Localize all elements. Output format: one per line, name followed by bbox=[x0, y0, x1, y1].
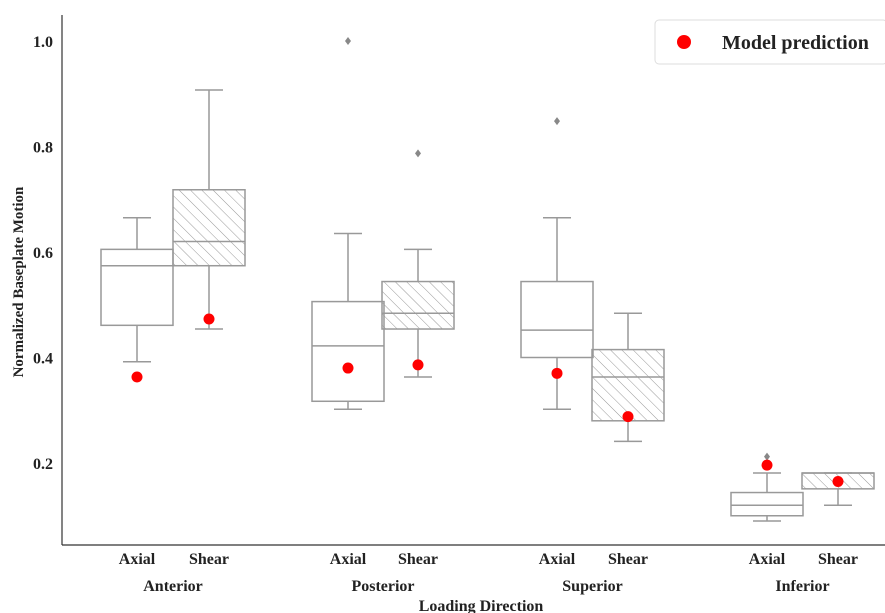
box-inferior-axial bbox=[730, 491, 804, 517]
model-prediction-point bbox=[832, 475, 844, 487]
group-label-inferior: Inferior bbox=[775, 578, 829, 595]
group-label-superior: Superior bbox=[562, 578, 622, 595]
legend-marker bbox=[677, 35, 691, 49]
x-tick-label-shear: Shear bbox=[608, 551, 648, 568]
y-tick-label: 0.4 bbox=[33, 351, 53, 368]
x-axis-label: Loading Direction bbox=[419, 598, 544, 613]
x-tick-label-axial: Axial bbox=[119, 551, 156, 568]
y-tick-label: 0.8 bbox=[33, 140, 53, 157]
box-anterior-shear bbox=[172, 189, 246, 267]
model-prediction-point bbox=[412, 359, 424, 371]
model-prediction-point bbox=[203, 313, 215, 325]
x-tick-label-shear: Shear bbox=[189, 551, 229, 568]
box-posterior-shear bbox=[381, 280, 455, 330]
legend: Model prediction bbox=[654, 19, 885, 65]
x-tick-label-axial: Axial bbox=[330, 551, 367, 568]
axis-labels: 0.2 0.4 0.6 0.8 1.0 Normalized Baseplate Moti… bbox=[11, 34, 858, 613]
x-tick-label-axial: Axial bbox=[539, 551, 576, 568]
box-posterior-axial bbox=[311, 300, 385, 403]
boxes bbox=[100, 37, 875, 522]
x-tick-label-shear: Shear bbox=[398, 551, 438, 568]
model-prediction-points bbox=[131, 313, 844, 487]
y-tick-label: 0.6 bbox=[33, 245, 53, 262]
model-prediction-point bbox=[342, 362, 354, 374]
box-superior-axial bbox=[520, 280, 594, 359]
model-prediction-point bbox=[551, 367, 563, 379]
outlier-point bbox=[415, 149, 421, 158]
model-prediction-point bbox=[131, 371, 143, 383]
x-tick-label-axial: Axial bbox=[749, 551, 786, 568]
x-tick-label-shear: Shear bbox=[818, 551, 858, 568]
outlier-point bbox=[554, 117, 560, 126]
model-prediction-point bbox=[622, 411, 634, 423]
legend-frame bbox=[654, 19, 885, 65]
outlier-point bbox=[345, 37, 351, 45]
group-label-posterior: Posterior bbox=[351, 578, 414, 595]
group-label-anterior: Anterior bbox=[143, 578, 203, 595]
outlier-point bbox=[764, 452, 770, 461]
axes bbox=[61, 15, 885, 546]
box-anterior-axial bbox=[100, 248, 174, 327]
y-tick-label: 1.0 bbox=[33, 34, 53, 51]
legend-label: Model prediction bbox=[722, 32, 869, 54]
y-axis-label: Normalized Baseplate Motion bbox=[11, 186, 27, 377]
box-superior-shear bbox=[591, 348, 665, 422]
y-tick-label: 0.2 bbox=[33, 456, 53, 473]
model-prediction-point bbox=[761, 459, 773, 471]
